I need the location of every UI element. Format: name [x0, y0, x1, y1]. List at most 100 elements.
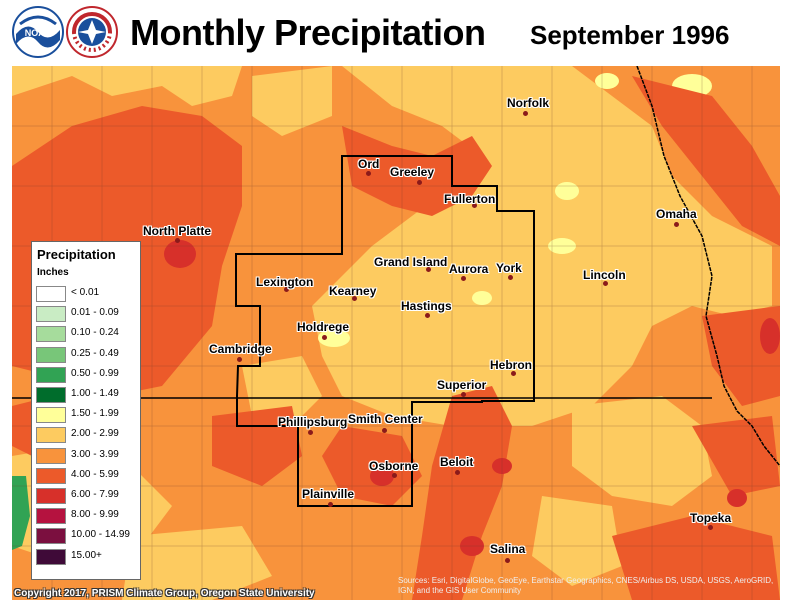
legend-swatch — [36, 407, 66, 424]
noaa-logo-icon: NOAA — [12, 6, 64, 58]
legend-swatch — [36, 387, 66, 403]
legend-item: 0.10 - 0.24 — [36, 326, 136, 343]
legend-swatch — [36, 528, 66, 545]
city-label-kearney: Kearney — [329, 284, 377, 298]
legend-units: Inches — [37, 267, 69, 278]
legend-swatch — [36, 467, 66, 484]
legend-item: 6.00 - 7.99 — [36, 488, 136, 504]
precipitation-legend: Precipitation Inches < 0.01 0.01 - 0.09 0.… — [31, 241, 141, 580]
city-dot-omaha — [674, 222, 679, 227]
city-label-lexington: Lexington — [256, 275, 314, 289]
legend-item: 0.01 - 0.09 — [36, 306, 136, 323]
city-label-omaha: Omaha — [656, 207, 697, 221]
city-dot-lexington — [284, 287, 289, 292]
map-title: Monthly Precipitation — [130, 12, 486, 53]
city-label-grand-island: Grand Island — [374, 255, 448, 269]
city-dot-lincoln — [603, 281, 608, 286]
city-dot-fullerton — [472, 203, 477, 208]
legend-label: 6.00 - 7.99 — [71, 489, 119, 500]
legend-label: 8.00 - 9.99 — [71, 509, 119, 521]
city-dot-hastings — [425, 313, 430, 318]
map-period: September 1996 — [530, 20, 730, 50]
city-dot-superior — [461, 392, 466, 397]
city-dot-grand-island — [426, 267, 431, 272]
city-label-lincoln: Lincoln — [583, 268, 626, 282]
city-dot-hebron — [511, 371, 516, 376]
legend-swatch — [36, 326, 66, 343]
legend-label: 10.00 - 14.99 — [71, 529, 130, 541]
city-dot-salina — [505, 558, 510, 563]
legend-item: 0.25 - 0.49 — [36, 346, 136, 363]
legend-swatch — [36, 346, 66, 363]
map-source-text: Sources: Esri, DigitalGlobe, GeoEye, Ear… — [398, 576, 774, 595]
legend-item: 1.50 - 1.99 — [36, 407, 136, 424]
legend-swatch — [36, 508, 66, 525]
city-label-ord: Ord — [358, 157, 380, 171]
city-dot-greeley — [417, 180, 422, 185]
legend-swatch — [36, 286, 66, 302]
city-label-salina: Salina — [490, 542, 526, 556]
legend-item: 15.00+ — [36, 548, 136, 565]
legend-label: < 0.01 — [71, 287, 100, 298]
legend-item: 0.50 - 0.99 — [36, 366, 136, 383]
legend-label: 0.50 - 0.99 — [71, 367, 119, 379]
city-dot-cambridge — [237, 357, 242, 362]
city-label-smith-center: Smith Center — [348, 412, 423, 426]
city-label-topeka: Topeka — [690, 511, 732, 525]
legend-label: 0.10 - 0.24 — [71, 327, 119, 339]
legend-swatch — [36, 548, 66, 565]
legend-label: 15.00+ — [71, 549, 102, 561]
city-label-plainville: Plainville — [302, 487, 355, 501]
city-label-aurora: Aurora — [449, 262, 489, 276]
city-label-phillipsburg: Phillipsburg — [278, 415, 348, 429]
legend-swatch — [36, 447, 66, 464]
city-dot-osborne — [392, 473, 397, 478]
legend-label: 1.00 - 1.49 — [71, 388, 119, 399]
legend-item: 10.00 - 14.99 — [36, 528, 136, 545]
legend-swatch — [36, 488, 66, 504]
city-dot-smith-center — [382, 428, 387, 433]
city-dot-ord — [366, 171, 371, 176]
legend-item: 4.00 - 5.99 — [36, 467, 136, 484]
copyright-text: Copyright 2017, PRISM Climate Group, Ore… — [14, 588, 315, 599]
city-label-hastings: Hastings — [401, 299, 452, 313]
legend-label: 4.00 - 5.99 — [71, 468, 119, 480]
noaa-logo-text: NOAA — [25, 28, 52, 38]
legend-label: 0.25 - 0.49 — [71, 347, 119, 359]
legend-label: 0.01 - 0.09 — [71, 307, 119, 319]
legend-label: 2.00 - 2.99 — [71, 428, 119, 440]
city-label-holdrege: Holdrege — [297, 320, 350, 334]
nws-logo-icon — [66, 6, 118, 58]
city-label-fullerton: Fullerton — [444, 192, 496, 206]
city-dot-north-platte — [175, 238, 180, 243]
city-dot-holdrege — [322, 335, 327, 340]
city-label-york: York — [496, 261, 522, 275]
city-dot-phillipsburg — [308, 430, 313, 435]
city-label-beloit: Beloit — [440, 455, 474, 469]
legend-swatch — [36, 366, 66, 383]
legend-title: Precipitation — [37, 247, 116, 262]
city-label-osborne: Osborne — [369, 459, 419, 473]
legend-label: 3.00 - 3.99 — [71, 448, 119, 460]
city-dot-norfolk — [523, 111, 528, 116]
legend-item: < 0.01 — [36, 286, 136, 302]
city-dot-aurora — [461, 276, 466, 281]
legend-item: 3.00 - 3.99 — [36, 447, 136, 464]
map-header: NOAA Monthly Precipitation September 199… — [0, 0, 792, 66]
legend-swatch — [36, 427, 66, 444]
city-dot-york — [508, 275, 513, 280]
city-label-hebron: Hebron — [490, 358, 532, 372]
city-dot-topeka — [708, 525, 713, 530]
legend-swatch — [36, 306, 66, 323]
city-label-north-platte: North Platte — [143, 224, 212, 238]
city-dot-beloit — [455, 470, 460, 475]
city-label-greeley: Greeley — [390, 165, 435, 179]
legend-item: 8.00 - 9.99 — [36, 508, 136, 525]
city-dot-kearney — [352, 296, 357, 301]
city-label-superior: Superior — [437, 378, 487, 392]
city-label-norfolk: Norfolk — [507, 96, 549, 110]
legend-item: 2.00 - 2.99 — [36, 427, 136, 444]
legend-item: 1.00 - 1.49 — [36, 387, 136, 403]
city-dot-plainville — [328, 502, 333, 507]
legend-label: 1.50 - 1.99 — [71, 408, 119, 420]
